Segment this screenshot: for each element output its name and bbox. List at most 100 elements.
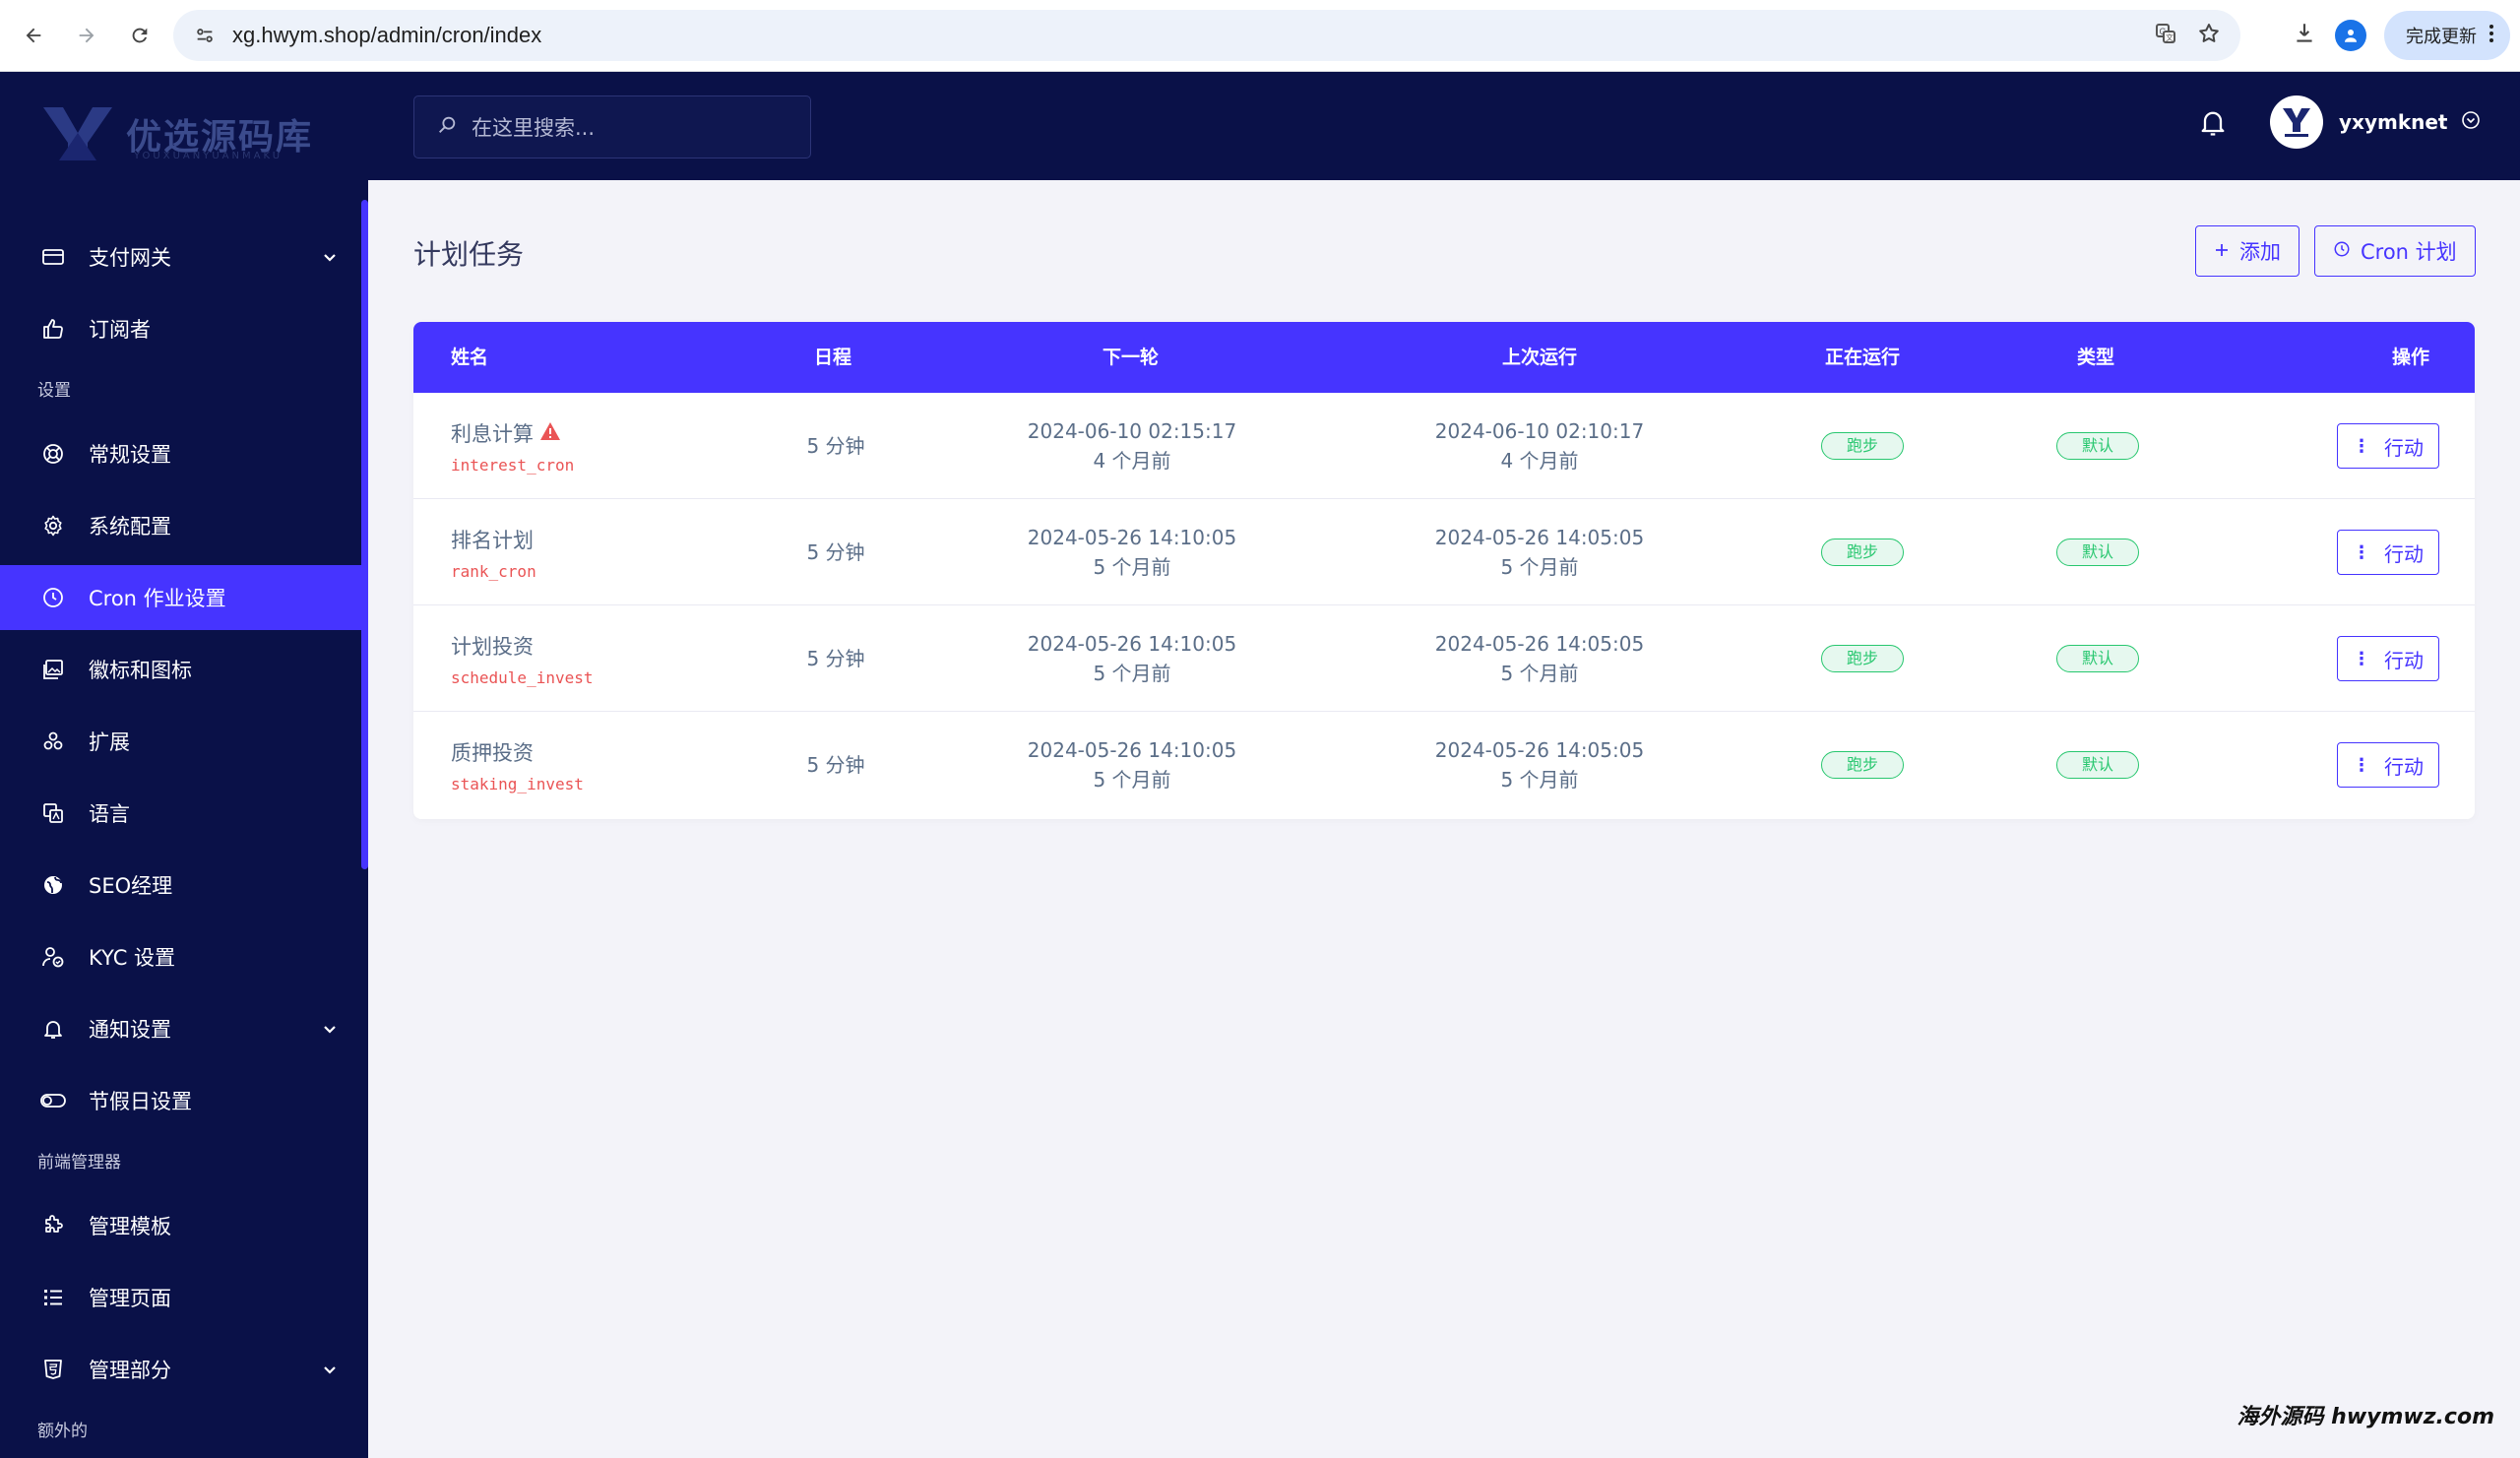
sidebar-item-cron-settings[interactable]: Cron 作业设置	[0, 565, 361, 630]
column-header-action: 操作	[2392, 347, 2430, 368]
site-settings-icon[interactable]	[187, 18, 222, 53]
last-run-cell: 2024-05-26 14:05:05 5 个月前	[1392, 523, 1687, 582]
sidebar-item-label: 常规设置	[89, 443, 171, 467]
sidebar: 优选源码库 YOUXUANYUANMAKU 支付网关 订阅者 设置 常规设置	[0, 72, 368, 1458]
column-header-next-run: 下一轮	[1102, 347, 1160, 368]
sidebar-item-payment-gateways[interactable]: 支付网关	[0, 224, 361, 289]
sidebar-item-notification-settings[interactable]: 通知设置	[0, 996, 361, 1061]
cron-name-text: 计划投资	[451, 635, 534, 659]
bookmark-star-icon[interactable]	[2197, 22, 2221, 49]
cron-button-label: Cron 计划	[2361, 240, 2457, 264]
running-badge: 跑步	[1821, 645, 1904, 672]
next-run-date: 2024-05-26 14:10:05	[1027, 738, 1237, 762]
add-button-label: 添加	[2239, 240, 2281, 264]
name-cell: 利息计算 interest_cron	[451, 418, 574, 475]
sidebar-item-label: 语言	[89, 802, 130, 826]
search-placeholder: 在这里搜索...	[472, 116, 596, 140]
action-button[interactable]: ⋮ 行动	[2337, 636, 2439, 681]
sidebar-item-label: 管理模板	[89, 1215, 171, 1238]
download-icon[interactable]	[2292, 21, 2317, 50]
puzzle-icon	[39, 1212, 67, 1239]
sidebar-item-system-config[interactable]: 系统配置	[0, 493, 361, 558]
cron-schedule-button[interactable]: Cron 计划	[2314, 225, 2476, 277]
cron-name-text: 排名计划	[451, 529, 534, 552]
sidebar-item-manage-templates[interactable]: 管理模板	[0, 1193, 361, 1258]
sidebar-item-seo-manager[interactable]: SEO经理	[0, 853, 361, 918]
search-icon	[436, 114, 458, 140]
back-button[interactable]	[14, 16, 53, 55]
page-title: 计划任务	[413, 238, 525, 271]
reload-button[interactable]	[120, 16, 159, 55]
running-badge: 跑步	[1821, 751, 1904, 779]
language-icon	[39, 799, 67, 827]
forward-button[interactable]	[67, 16, 106, 55]
action-button[interactable]: ⋮ 行动	[2337, 530, 2439, 575]
last-run-date: 2024-05-26 14:05:05	[1434, 632, 1645, 656]
action-button[interactable]: ⋮ 行动	[2337, 742, 2439, 788]
last-run-cell: 2024-05-26 14:05:05 5 个月前	[1392, 735, 1687, 794]
name-cell: 排名计划 rank_cron	[451, 525, 536, 581]
last-run-date: 2024-05-26 14:05:05	[1434, 526, 1645, 549]
sidebar-item-subscribers[interactable]: 订阅者	[0, 296, 361, 361]
sidebar-menu: 支付网关 订阅者 设置 常规设置 系统配置	[0, 224, 361, 1458]
next-run-ago: 5 个月前	[1093, 662, 1171, 685]
table-row: 利息计算 interest_cron 5 分钟 2024-06-10 02:15…	[413, 393, 2475, 499]
username: yxymknet	[2339, 110, 2448, 134]
last-run-ago: 4 个月前	[1500, 449, 1579, 473]
last-run-date: 2024-05-26 14:05:05	[1434, 738, 1645, 762]
sidebar-item-kyc-settings[interactable]: KYC 设置	[0, 924, 361, 989]
cron-code: interest_cron	[451, 456, 575, 475]
cron-code: schedule_invest	[451, 668, 594, 687]
sidebar-item-manage-pages[interactable]: 管理页面	[0, 1265, 361, 1330]
column-header-name: 姓名	[451, 347, 489, 368]
main-content: 计划任务 添加 Cron 计划 姓名 日程 下一轮 上次运行 正在运行 类型 操…	[368, 180, 2520, 1458]
table-row: 排名计划 rank_cron 5 分钟 2024-05-26 14:10:05 …	[413, 499, 2475, 605]
sidebar-item-general-settings[interactable]: 常规设置	[0, 421, 361, 486]
table-row: 质押投资 staking_invest 5 分钟 2024-05-26 14:1…	[413, 712, 2475, 818]
sidebar-scrollbar[interactable]	[361, 200, 368, 869]
last-run-ago: 5 个月前	[1500, 555, 1579, 579]
name-cell: 质押投资 staking_invest	[451, 737, 584, 793]
bell-icon	[39, 1015, 67, 1043]
more-vert-icon: ⋮	[2353, 435, 2370, 457]
url-text[interactable]: xg.hwym.shop/admin/cron/index	[232, 23, 542, 47]
chevron-down-icon	[322, 1359, 338, 1382]
warning-icon[interactable]	[539, 421, 561, 446]
sidebar-item-logo-favicon[interactable]: 徽标和图标	[0, 637, 361, 702]
logo-text: 优选源码库	[126, 116, 314, 158]
next-run-ago: 4 个月前	[1093, 449, 1171, 473]
brand-logo[interactable]: 优选源码库 YOUXUANYUANMAKU	[39, 103, 313, 164]
type-badge: 默认	[2056, 751, 2139, 779]
sidebar-item-manage-sections[interactable]: 管理部分	[0, 1337, 361, 1402]
running-badge: 跑步	[1821, 432, 1904, 460]
column-header-schedule: 日程	[814, 347, 852, 368]
sidebar-item-language[interactable]: 语言	[0, 781, 361, 846]
notification-button[interactable]	[2199, 107, 2227, 143]
cron-name: 计划投资	[451, 631, 594, 661]
table-row: 计划投资 schedule_invest 5 分钟 2024-05-26 14:…	[413, 605, 2475, 712]
running-badge: 跑步	[1821, 539, 1904, 566]
sidebar-item-label: 订阅者	[89, 318, 151, 342]
cron-code: rank_cron	[451, 562, 536, 581]
profile-icon[interactable]	[2335, 20, 2366, 51]
sidebar-item-holiday-settings[interactable]: 节假日设置	[0, 1068, 361, 1133]
update-button[interactable]: 完成更新	[2384, 11, 2510, 60]
images-icon	[39, 656, 67, 683]
watermark: 海外源码 hwymwz.com	[2236, 1405, 2494, 1429]
sidebar-item-extensions[interactable]: 扩展	[0, 709, 361, 774]
cron-name-text: 利息计算	[451, 422, 534, 446]
action-button-label: 行动	[2384, 754, 2424, 779]
add-button[interactable]: 添加	[2195, 225, 2300, 277]
menu-header-settings: 设置	[37, 380, 71, 401]
cron-code: staking_invest	[451, 775, 584, 793]
menu-header-extra: 额外的	[37, 1421, 88, 1441]
toggle-icon	[39, 1087, 67, 1114]
last-run-cell: 2024-05-26 14:05:05 5 个月前	[1392, 629, 1687, 688]
action-button[interactable]: ⋮ 行动	[2337, 423, 2439, 469]
sidebar-item-label: 徽标和图标	[89, 659, 192, 682]
list-icon	[39, 1284, 67, 1311]
search-input[interactable]: 在这里搜索...	[413, 95, 811, 158]
user-menu[interactable]: yxymknet	[2270, 95, 2481, 149]
